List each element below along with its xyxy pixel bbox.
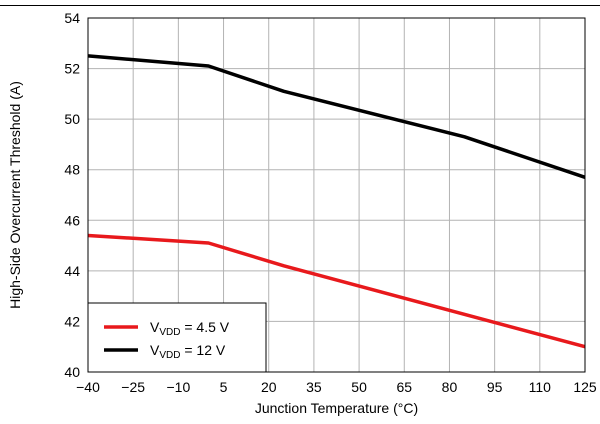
x-tick-label: 125 — [573, 379, 597, 395]
legend: VVDD = 4.5 V VVDD = 12 V — [87, 302, 267, 373]
y-tick-label: 48 — [64, 162, 80, 178]
x-tick-label: 35 — [306, 379, 322, 395]
y-tick-label: 46 — [64, 212, 80, 228]
x-tick-label: −25 — [121, 379, 145, 395]
x-tick-labels: −40 −25 −10 5 20 35 50 65 80 95 110 125 — [76, 379, 597, 395]
x-tick-label: 95 — [487, 379, 503, 395]
x-tick-label: 20 — [261, 379, 277, 395]
series-line — [87, 233, 586, 349]
x-tick-label: 80 — [442, 379, 458, 395]
series-lines — [87, 54, 586, 349]
plot-area-frame — [87, 17, 586, 373]
y-tick-label: 52 — [64, 61, 80, 77]
legend-box — [87, 302, 267, 373]
x-tick-label: 5 — [220, 379, 228, 395]
x-tick-label: 65 — [396, 379, 412, 395]
x-tick-label: −40 — [76, 379, 100, 395]
legend-label: VVDD = 4.5 V — [150, 319, 230, 338]
x-tick-label: 50 — [351, 379, 367, 395]
series-line — [87, 54, 586, 179]
y-tick-label: 54 — [64, 10, 80, 26]
y-tick-label: 44 — [64, 263, 80, 279]
x-axis-title: Junction Temperature (°C) — [255, 400, 418, 416]
y-tick-label: 50 — [64, 111, 80, 127]
y-tick-labels: 40 42 44 46 48 50 52 54 — [64, 10, 80, 380]
x-tick-label: 110 — [529, 379, 552, 395]
x-tick-label: −10 — [166, 379, 190, 395]
legend-label: VVDD = 12 V — [150, 342, 226, 361]
y-tick-label: 42 — [64, 313, 80, 329]
y-axis-title: High-Side Overcurrent Threshold (A) — [7, 81, 23, 309]
y-tick-label: 40 — [64, 364, 80, 380]
